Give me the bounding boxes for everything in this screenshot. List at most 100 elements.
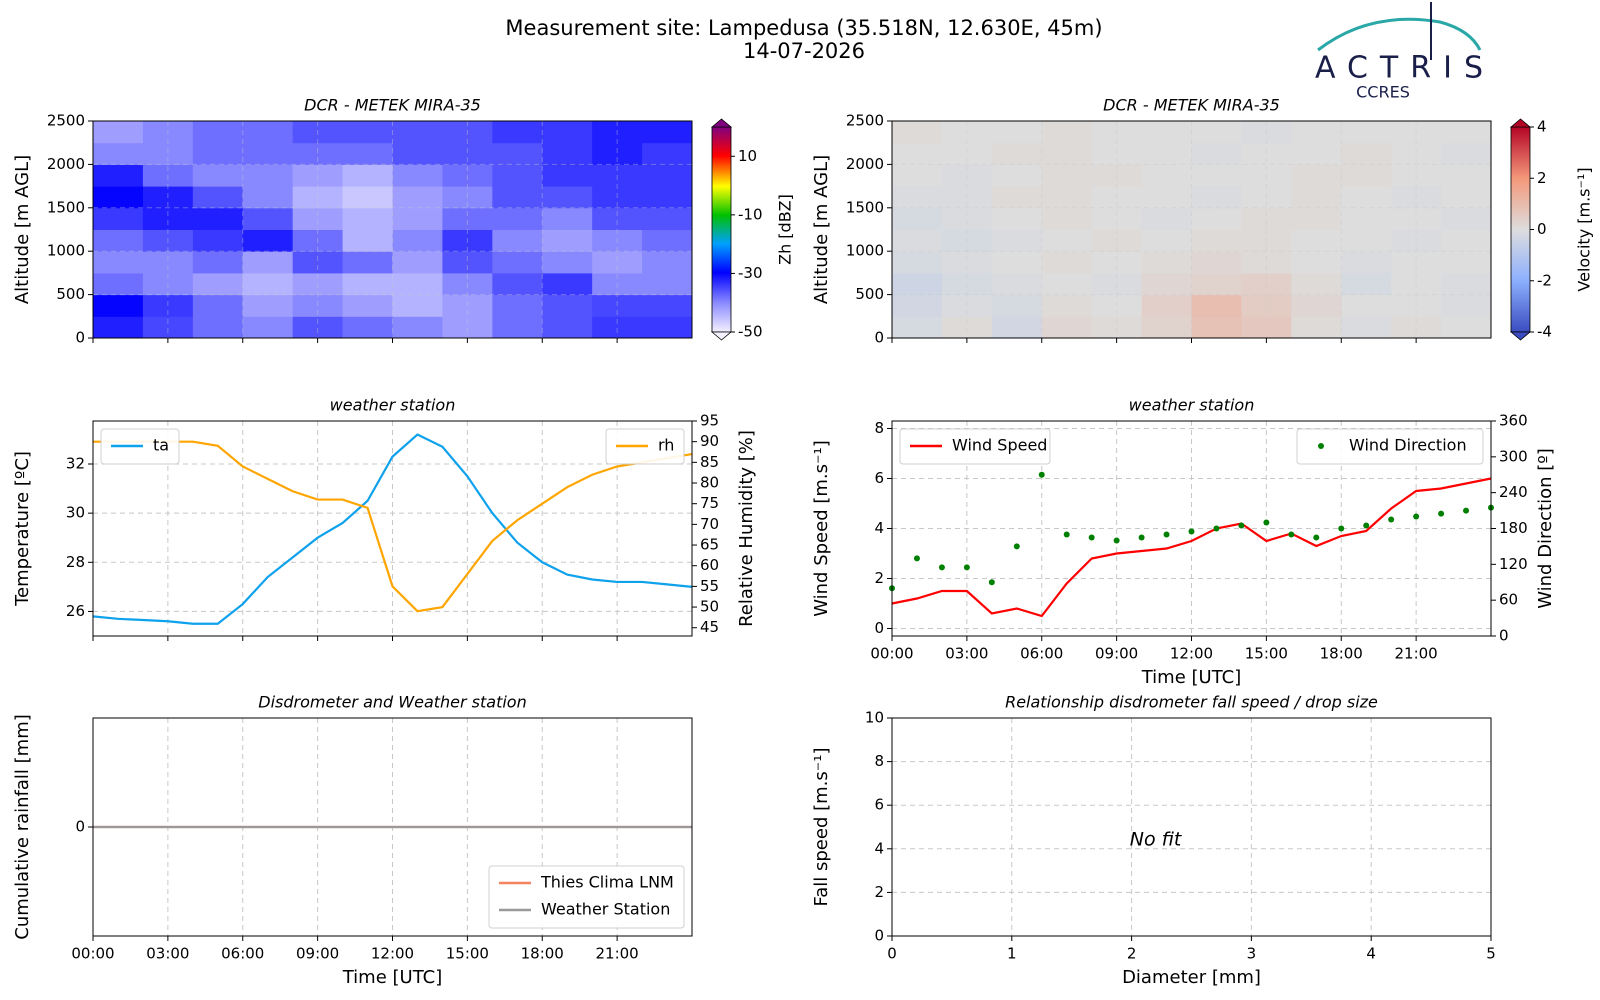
colorbar-tick-label: 4 [1537,118,1547,136]
heatmap-cell [1441,186,1492,209]
heatmap-cell [192,251,244,274]
heatmap-cell [892,142,943,165]
x-tick-label: 2 [1127,945,1137,963]
heatmap-cell [642,316,693,339]
x-tick-label: 1 [1007,945,1017,963]
x-tick-label: 18:00 [1320,645,1363,663]
heatmap-cell [542,229,593,252]
heatmap-cell [442,164,493,187]
heatmap-cell [1091,229,1143,252]
heatmap-cell [1041,207,1093,230]
y2-tick-label: 60 [700,556,719,574]
logo-arc [1317,17,1482,52]
heatmap-cell [592,164,643,187]
y2-axis-label: Relative Humidity [%] [736,430,757,627]
heatmap-cell [941,121,993,144]
heatmap-cell [1391,142,1442,165]
heatmap-cell [1341,316,1392,339]
y2-tick-label: 65 [700,536,719,554]
heatmap-cell [1441,164,1492,187]
marker [1288,531,1295,538]
y2-tick-label: 0 [1499,627,1509,645]
x-axis-label: Time [UTC] [342,967,443,988]
marker [938,564,945,571]
heatmap-cell [1291,316,1342,339]
heatmap-cell [991,207,1043,230]
heatmap-cell [592,142,643,165]
heatmap-cell [492,121,543,144]
x-tick-label: 06:00 [221,945,264,963]
heatmap-cell [192,229,244,252]
chart-title: weather station [330,396,456,415]
y-tick-label: 26 [66,602,85,620]
heatmap-cell [93,121,144,144]
heatmap-cell [1291,294,1342,317]
legend-label: Wind Direction [1349,436,1467,455]
heatmap-cell [642,142,693,165]
chart-title: Disdrometer and Weather station [258,693,526,712]
heatmap-cell [1191,316,1242,339]
y-axis-label: Temperature [ºC] [12,451,33,607]
heatmap-cell [242,251,294,274]
heatmap-cell [1391,272,1442,296]
heatmap-cell [991,272,1043,296]
heatmap-cell [1191,186,1242,209]
heatmap-cell [242,229,294,252]
marker [1413,513,1420,520]
heatmap-cell [892,272,943,296]
marker [1313,534,1320,541]
colorbar-tick-label: 10 [738,147,757,165]
heatmap-cell [1341,186,1392,209]
heatmap-cell [342,272,393,296]
marker [1138,534,1145,541]
heatmap-cell [1141,316,1192,339]
y-tick-label: 0 [75,818,85,836]
heatmap-cell [1291,251,1342,274]
heatmap-cell [142,316,194,339]
y-tick-label: 1000 [47,242,85,260]
heatmap-cell [991,316,1043,339]
heatmap-cell [1041,272,1093,296]
x-tick-label: 5 [1486,945,1496,963]
x-tick-label: 12:00 [371,945,414,963]
heatmap-cell [1091,207,1143,230]
heatmap-cell [1291,207,1342,230]
heatmap-cell [1141,186,1192,209]
marker [1113,537,1120,544]
chart-title: DCR - METEK MIRA-35 [1103,96,1280,115]
heatmap-cell [592,229,643,252]
y-axis-label: Cumulative rainfall [mm] [12,714,33,940]
heatmap-cell [142,229,194,252]
heatmap-cell [1041,164,1093,187]
legend-label: Thies Clima LNM [540,873,674,892]
heatmap-cell [1141,164,1192,187]
heatmap-cell [392,142,443,165]
y2-tick-label: 95 [700,412,719,430]
heatmap-cell [941,251,993,274]
heatmap-cell [93,142,144,165]
heatmap-cell [93,229,144,252]
heatmap-cell [242,207,294,230]
heatmap-cell [392,121,443,144]
heatmap-cell [941,207,993,230]
heatmap-cell [1091,251,1143,274]
heatmap-cell [342,207,393,230]
heatmap-cell [592,316,643,339]
heatmap-cell [342,251,393,274]
y-tick-label: 1500 [47,198,85,216]
y-tick-label: 2500 [846,112,884,130]
heatmap-cell [1441,316,1492,339]
heatmap-cell [1291,142,1342,165]
heatmap-cell [492,272,543,296]
heatmap-cell [342,294,393,317]
heatmap-cell [442,142,493,165]
heatmap-cell [292,272,344,296]
heatmap-cell [192,186,244,209]
annotation: No fit [1130,829,1183,851]
colorbar-tick-label: 2 [1537,169,1547,187]
heatmap-cell [1041,229,1093,252]
heatmap-cell [1191,164,1242,187]
heatmap-cell [1191,251,1242,274]
heatmap-cell [1141,207,1192,230]
heatmap-cell [492,207,543,230]
